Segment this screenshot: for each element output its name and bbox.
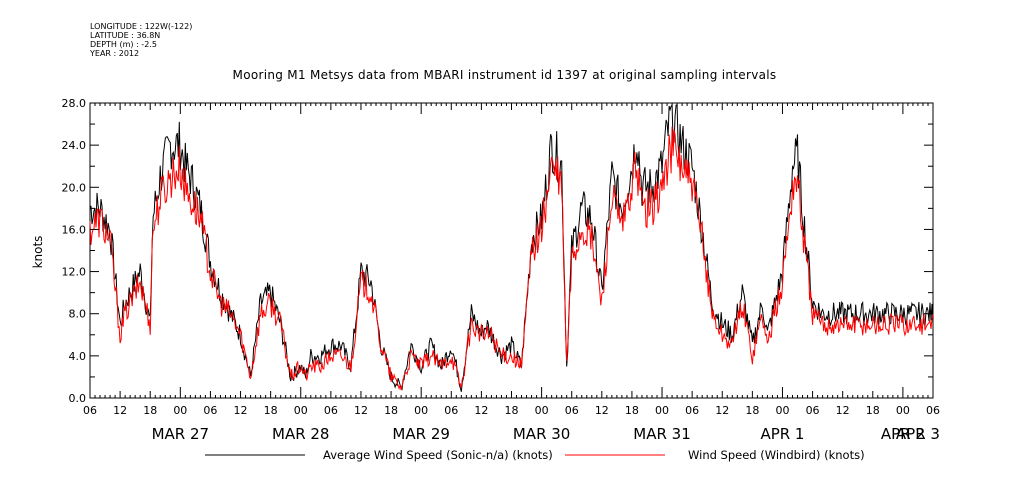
legend: Average Wind Speed (Sonic-n/a) (knots) W… [205, 448, 865, 462]
y-tick-label: 24.0 [62, 139, 87, 152]
y-tick-label: 28.0 [62, 97, 87, 110]
plot-ticks: 0.0 4.0 8.0 12.0 16.0 20.0 24.0 28.0 06 12 18 00 06 1… [62, 97, 941, 443]
y-tick-label: 0.0 [69, 392, 87, 405]
x-tick-label: 18 [384, 404, 398, 417]
x-tick-label: 12 [113, 404, 127, 417]
x-tick-label: 06 [565, 404, 579, 417]
x-tick-label: 18 [866, 404, 880, 417]
x-tick-label: 18 [745, 404, 759, 417]
metadata-line: DEPTH (m) : -2.5 [90, 40, 157, 49]
x-tick-label: 06 [83, 404, 97, 417]
metadata-line: YEAR : 2012 [90, 49, 140, 58]
x-day-label: APR 2 [881, 425, 925, 443]
x-tick-label: 06 [203, 404, 217, 417]
x-tick-label: 06 [806, 404, 820, 417]
series-line-0 [89, 103, 934, 392]
y-axis-label: knots [31, 236, 45, 269]
x-tick-label: 00 [896, 404, 910, 417]
y-tick-label: 12.0 [62, 266, 87, 279]
legend-label-windbird: Wind Speed (Windbird) (knots) [688, 448, 865, 462]
y-tick-label: 16.0 [62, 223, 87, 236]
x-day-label: APR 3 [896, 425, 940, 443]
x-tick-label: 00 [655, 404, 669, 417]
x-tick-label: 00 [414, 404, 428, 417]
x-tick-label: 18 [505, 404, 519, 417]
x-tick-label: 12 [354, 404, 368, 417]
y-tick-label: 20.0 [62, 181, 87, 194]
x-day-label: MAR 28 [272, 425, 329, 443]
x-tick-label: 12 [474, 404, 488, 417]
x-day-label: MAR 31 [633, 425, 690, 443]
x-day-label: APR 1 [760, 425, 804, 443]
x-tick-label: 12 [234, 404, 248, 417]
x-tick-label: 12 [836, 404, 850, 417]
y-tick-label: 4.0 [69, 350, 87, 363]
x-tick-label: 12 [715, 404, 729, 417]
x-tick-label: 06 [926, 404, 940, 417]
x-tick-label: 06 [324, 404, 338, 417]
plot-series [89, 103, 934, 392]
x-tick-label: 06 [685, 404, 699, 417]
x-day-label: MAR 27 [152, 425, 209, 443]
x-day-label: MAR 29 [392, 425, 449, 443]
x-tick-label: 18 [625, 404, 639, 417]
metadata-line: LATITUDE : 36.8N [90, 31, 161, 40]
x-tick-label: 18 [264, 404, 278, 417]
metadata-line: LONGITUDE : 122W(-122) [90, 22, 193, 31]
x-tick-label: 00 [535, 404, 549, 417]
legend-label-sonic: Average Wind Speed (Sonic-n/a) (knots) [323, 448, 553, 462]
series-line-1 [89, 126, 934, 391]
x-day-label: MAR 30 [513, 425, 570, 443]
x-tick-label: 00 [775, 404, 789, 417]
x-tick-label: 12 [595, 404, 609, 417]
x-tick-label: 06 [444, 404, 458, 417]
x-tick-label: 00 [173, 404, 187, 417]
chart-title: Mooring M1 Metsys data from MBARI instru… [232, 68, 777, 82]
y-tick-label: 8.0 [69, 308, 87, 321]
x-tick-label: 18 [143, 404, 157, 417]
x-tick-label: 00 [294, 404, 308, 417]
